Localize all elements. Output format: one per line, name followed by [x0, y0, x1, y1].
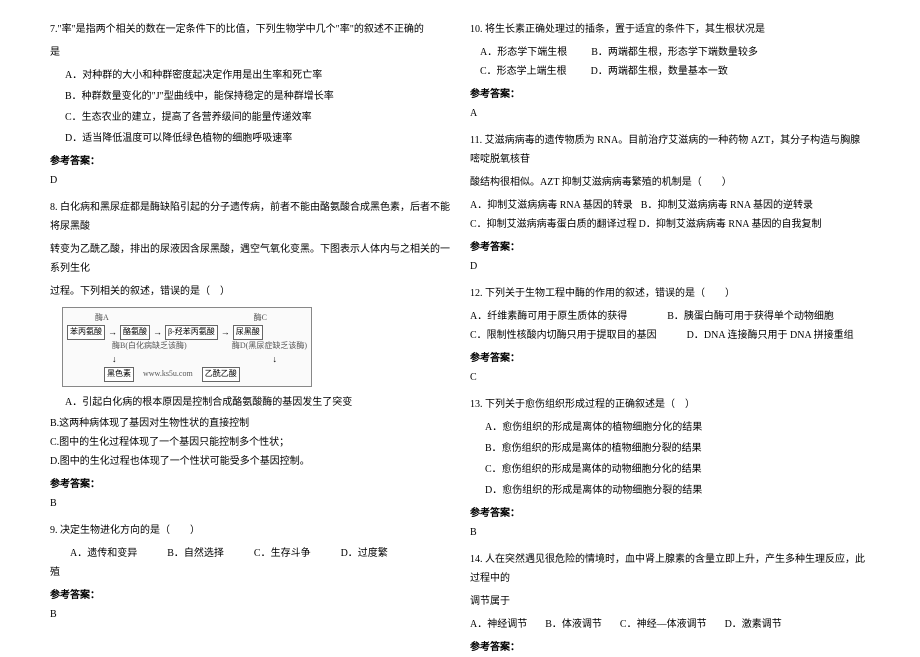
q8-option-c: C.图中的生化过程体现了一个基因只能控制多个性状；	[50, 433, 450, 452]
question-8: 8. 白化病和黑尿症都是酶缺陷引起的分子遗传病，前者不能由酪氨酸合成黑色素，后者…	[50, 198, 450, 513]
q14-option-d: D．激素调节	[725, 615, 782, 634]
q13-option-d: D．愈伤组织的形成是离体的动物细胞分裂的结果	[485, 481, 870, 500]
arrow-down-icon: ↓	[273, 352, 278, 366]
q12-answer-label: 参考答案：	[470, 349, 870, 368]
q10-option-d: D．两端都生根，数量基本一致	[591, 62, 728, 81]
q7-option-a: A．对种群的大小和种群密度起决定作用是出生率和死亡率	[65, 66, 450, 85]
arrow-icon: →	[153, 325, 162, 339]
q8-stem-line2: 转变为乙酰乙酸，排出的尿液因含尿黑酸，遇空气氧化变黑。下图表示人体内与之相关的一…	[50, 240, 450, 278]
q10-option-c: C．形态学上端生根	[480, 62, 567, 81]
q14-option-a: A．神经调节	[470, 615, 527, 634]
question-10: 10. 将生长素正确处理过的插条，置于适宜的条件下，其生根状况是 A．形态学下端…	[470, 20, 870, 123]
diag-node-hga: 尿黑酸	[233, 325, 263, 340]
diag-node-melanin: 黑色素	[104, 367, 134, 382]
q8-diagram: 酶A 酶C 苯丙氨酸 → 酪氨酸 → β-羟苯丙氨酸 → 尿黑酸 酶B(白化病缺…	[62, 307, 312, 387]
q12-stem: 12. 下列关于生物工程中酶的作用的叙述，错误的是（ ）	[470, 284, 870, 303]
diag-node-acetoacetate: 乙酰乙酸	[202, 367, 240, 382]
arrow-down-icon: ↓	[112, 352, 117, 366]
q11-option-d: D．抑制艾滋病病毒 RNA 基因的自我复制	[639, 215, 822, 234]
q11-option-c: C．抑制艾滋病病毒蛋白质的翻译过程	[470, 215, 637, 234]
q12-option-c: C．限制性核酸内切酶只用于提取目的基因	[470, 326, 657, 345]
q8-answer-label: 参考答案：	[50, 475, 450, 494]
q8-stem-line3: 过程。下列相关的叙述，错误的是（ ）	[50, 282, 450, 301]
q9-option-a: A．遗传和变异	[70, 544, 137, 563]
q12-option-a: A．纤维素酶可用于原生质体的获得	[470, 307, 627, 326]
q8-option-b: B.这两种病体现了基因对生物性状的直接控制	[50, 414, 450, 433]
q9-answer-label: 参考答案：	[50, 586, 450, 605]
arrow-icon: →	[221, 325, 230, 339]
q11-stem-line2: 酸结构很相似。AZT 抑制艾滋病病毒繁殖的机制是（ ）	[470, 173, 870, 192]
question-13: 13. 下列关于愈伤组织形成过程的正确叙述是（ ） A．愈伤组织的形成是离体的植…	[470, 395, 870, 542]
right-column: 10. 将生长素正确处理过的插条，置于适宜的条件下，其生根状况是 A．形态学下端…	[460, 20, 880, 631]
q9-answer: B	[50, 605, 450, 624]
q9-option-d: D．过度繁	[341, 544, 388, 563]
q7-answer: D	[50, 171, 450, 190]
question-12: 12. 下列关于生物工程中酶的作用的叙述，错误的是（ ） A．纤维素酶可用于原生…	[470, 284, 870, 387]
diag-node-phe: 苯丙氨酸	[67, 325, 105, 340]
q8-stem-line1: 8. 白化病和黑尿症都是酶缺陷引起的分子遗传病，前者不能由酪氨酸合成黑色素，后者…	[50, 198, 450, 236]
q11-stem-line1: 11. 艾滋病病毒的遗传物质为 RNA。目前治疗艾滋病的一种药物 AZT，其分子…	[470, 131, 870, 169]
diag-url: www.ks5u.com	[143, 368, 193, 381]
q10-answer-label: 参考答案：	[470, 85, 870, 104]
q8-option-a: A．引起白化病的根本原因是控制合成酪氨酸酶的基因发生了突变	[65, 393, 450, 412]
q14-stem-line2: 调节属于	[470, 592, 870, 611]
q13-stem: 13. 下列关于愈伤组织形成过程的正确叙述是（ ）	[470, 395, 870, 414]
q11-option-a: A．抑制艾滋病病毒 RNA 基因的转录	[470, 196, 633, 215]
q7-option-b: B．种群数量变化的"J"型曲线中，能保持稳定的是种群增长率	[65, 87, 450, 106]
diag-enzyme-a: 酶A	[95, 312, 109, 325]
q13-answer-label: 参考答案：	[470, 504, 870, 523]
q14-option-c: C．神经—体液调节	[620, 615, 707, 634]
q7-stem-line1: 7."率"是指两个相关的数在一定条件下的比值，下列生物学中几个"率"的叙述不正确…	[50, 20, 450, 39]
q7-option-c: C．生态农业的建立，提高了各营养级间的能量传递效率	[65, 108, 450, 127]
question-9: 9. 决定生物进化方向的是（ ） A．遗传和变异 B．自然选择 C．生存斗争 D…	[50, 521, 450, 624]
q10-option-a: A．形态学下端生根	[480, 43, 567, 62]
q10-stem: 10. 将生长素正确处理过的插条，置于适宜的条件下，其生根状况是	[470, 20, 870, 39]
question-7: 7."率"是指两个相关的数在一定条件下的比值，下列生物学中几个"率"的叙述不正确…	[50, 20, 450, 190]
q14-answer-label: 参考答案：	[470, 638, 870, 657]
q11-option-b: B．抑制艾滋病病毒 RNA 基因的逆转录	[641, 196, 813, 215]
q10-answer: A	[470, 104, 870, 123]
q12-answer: C	[470, 368, 870, 387]
q13-option-a: A．愈伤组织的形成是离体的植物细胞分化的结果	[485, 418, 870, 437]
q7-answer-label: 参考答案：	[50, 152, 450, 171]
q10-option-b: B．两端都生根，形态学下端数量较多	[591, 43, 758, 62]
diag-enzyme-b: 酶B(白化病缺乏该酶)	[112, 340, 187, 353]
q9-option-c: C．生存斗争	[254, 544, 311, 563]
q13-option-c: C．愈伤组织的形成是离体的动物细胞分化的结果	[485, 460, 870, 479]
q11-answer-label: 参考答案：	[470, 238, 870, 257]
q9-option-d-cont: 殖	[50, 563, 450, 582]
diag-node-hpa: β-羟苯丙氨酸	[165, 325, 218, 340]
diag-node-tyr: 酪氨酸	[120, 325, 150, 340]
diag-enzyme-c: 酶C	[254, 312, 267, 325]
q13-option-b: B．愈伤组织的形成是离体的植物细胞分裂的结果	[485, 439, 870, 458]
arrow-icon: →	[108, 325, 117, 339]
q7-stem-line2: 是	[50, 43, 450, 62]
question-14: 14. 人在突然遇见很危险的情境时，血中肾上腺素的含量立即上升，产生多种生理反应…	[470, 550, 870, 657]
q12-option-d: D．DNA 连接酶只用于 DNA 拼接重组	[687, 326, 854, 345]
diag-enzyme-d: 酶D(黑尿症缺乏该酶)	[232, 340, 307, 353]
q14-stem-line1: 14. 人在突然遇见很危险的情境时，血中肾上腺素的含量立即上升，产生多种生理反应…	[470, 550, 870, 588]
q9-option-b: B．自然选择	[167, 544, 224, 563]
q8-answer: B	[50, 494, 450, 513]
q11-answer: D	[470, 257, 870, 276]
q14-option-b: B．体液调节	[545, 615, 602, 634]
q9-stem: 9. 决定生物进化方向的是（ ）	[50, 521, 450, 540]
q8-option-d: D.图中的生化过程也体现了一个性状可能受多个基因控制。	[50, 452, 450, 471]
left-column: 7."率"是指两个相关的数在一定条件下的比值，下列生物学中几个"率"的叙述不正确…	[40, 20, 460, 631]
q13-answer: B	[470, 523, 870, 542]
q12-option-b: B．胰蛋白酶可用于获得单个动物细胞	[667, 307, 834, 326]
question-11: 11. 艾滋病病毒的遗传物质为 RNA。目前治疗艾滋病的一种药物 AZT，其分子…	[470, 131, 870, 276]
q7-option-d: D．适当降低温度可以降低绿色植物的细胞呼吸速率	[65, 129, 450, 148]
